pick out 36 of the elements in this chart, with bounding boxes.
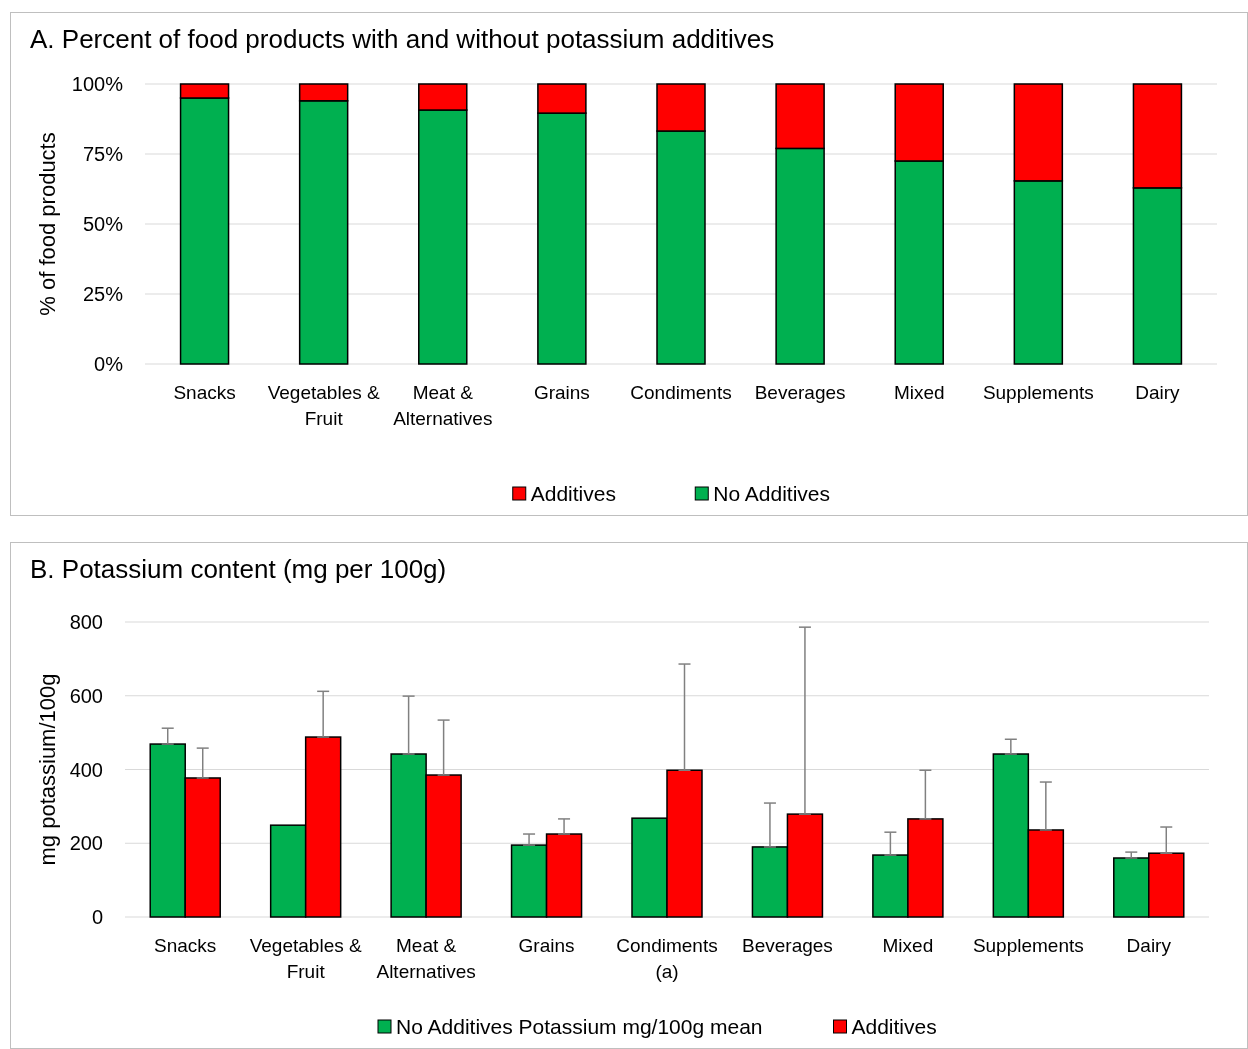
x-tick-label: Grains [533, 382, 590, 403]
y-axis-title: % of food products [35, 132, 60, 316]
legend-label: Additives [851, 1015, 937, 1039]
y-tick-label: 0% [94, 353, 124, 375]
y-axis-title: mg potassium/100g [35, 673, 60, 866]
y-tick-label: 25% [82, 283, 124, 305]
x-tick-label: Meat & Alternatives [376, 935, 476, 982]
y-tick-label: 800 [69, 611, 103, 633]
legend-label: Additives [530, 482, 616, 506]
x-tick-label: Mixed [893, 382, 945, 403]
y-tick-label: 100% [71, 73, 124, 95]
x-tick-label: Meat & Alternatives [393, 382, 493, 429]
y-tick-label: 50% [82, 213, 124, 235]
x-tick-label: Vegetables & Fruit [249, 935, 362, 982]
y-tick-label: 0 [91, 906, 103, 928]
x-tick-label: Condiments [630, 382, 732, 403]
y-tick-label: 600 [69, 684, 103, 707]
x-tick-label: Snacks [154, 935, 217, 956]
x-tick-label: Dairy [1135, 382, 1181, 403]
chart-title: A. Percent of food products with and without potassium additives [30, 24, 775, 54]
legend-label: No Additives [713, 482, 830, 506]
x-tick-label: Snacks [173, 382, 236, 403]
x-tick-label: Beverages [742, 935, 833, 956]
x-tick-label: Vegetables & Fruit [267, 382, 380, 429]
chart-title: B. Potassium content (mg per 100g) [30, 554, 447, 584]
x-tick-label: Mixed [882, 935, 934, 956]
y-tick-label: 75% [82, 143, 124, 165]
y-tick-label: 400 [69, 758, 103, 781]
x-tick-label: Dairy [1126, 935, 1172, 956]
x-tick-label: Condiments (a) [616, 935, 718, 982]
y-tick-label: 200 [69, 832, 103, 855]
x-tick-label: Beverages [754, 382, 846, 403]
x-tick-label: Grains [518, 935, 575, 956]
x-tick-label: Supplements [972, 935, 1084, 956]
x-tick-label: Supplements [982, 382, 1094, 403]
legend-label: No Additives Potassium mg/100g mean [396, 1015, 763, 1039]
